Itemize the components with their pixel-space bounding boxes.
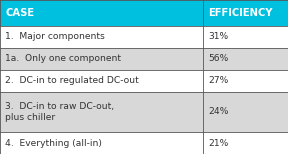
Bar	[203, 48, 288, 70]
Text: 2.  DC-in to regulated DC-out: 2. DC-in to regulated DC-out	[5, 76, 139, 85]
Text: 31%: 31%	[208, 32, 228, 41]
Bar	[0, 0, 203, 26]
Bar	[0, 70, 203, 92]
Text: 3.  DC-in to raw DC-out,
plus chiller: 3. DC-in to raw DC-out, plus chiller	[5, 102, 114, 122]
Bar	[0, 48, 203, 70]
Text: EFFICIENCY: EFFICIENCY	[208, 8, 273, 18]
Bar	[0, 132, 203, 154]
Bar	[203, 92, 288, 132]
Bar	[203, 132, 288, 154]
Text: 21%: 21%	[208, 139, 228, 148]
Text: 24%: 24%	[208, 107, 229, 116]
Bar	[203, 0, 288, 26]
Bar	[203, 26, 288, 48]
Text: 56%: 56%	[208, 54, 228, 63]
Text: 4.  Everything (all-in): 4. Everything (all-in)	[5, 139, 102, 148]
Text: 27%: 27%	[208, 76, 228, 85]
Bar	[0, 26, 203, 48]
Text: 1a.  Only one component: 1a. Only one component	[5, 54, 121, 63]
Bar	[0, 92, 203, 132]
Text: 1.  Major components: 1. Major components	[5, 32, 105, 41]
Text: CASE: CASE	[5, 8, 34, 18]
Bar	[203, 70, 288, 92]
